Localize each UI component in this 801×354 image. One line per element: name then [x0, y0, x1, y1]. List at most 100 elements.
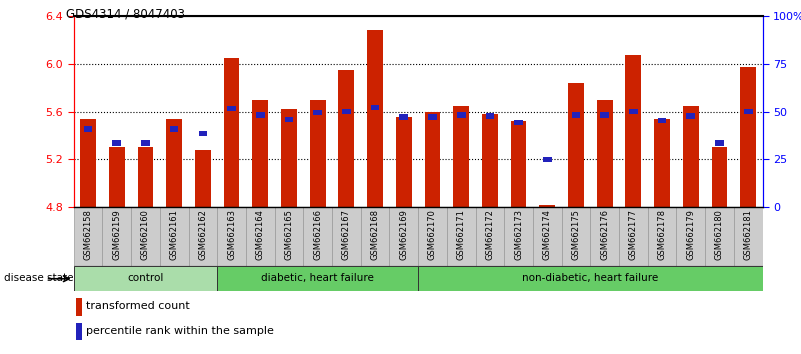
- Bar: [304, 207, 332, 266]
- Text: GSM662181: GSM662181: [743, 209, 753, 260]
- Bar: [744, 109, 753, 114]
- Text: transformed count: transformed count: [86, 301, 190, 312]
- Bar: [396, 118, 412, 207]
- Bar: [511, 121, 526, 207]
- Bar: [425, 112, 441, 207]
- Text: GSM662166: GSM662166: [313, 209, 322, 260]
- Text: control: control: [127, 273, 163, 283]
- Bar: [275, 207, 304, 266]
- Bar: [103, 207, 131, 266]
- Text: GSM662179: GSM662179: [686, 209, 695, 260]
- Text: GSM662175: GSM662175: [571, 209, 581, 260]
- Text: GSM662177: GSM662177: [629, 209, 638, 260]
- Bar: [131, 207, 160, 266]
- Bar: [310, 99, 325, 207]
- Bar: [539, 205, 555, 207]
- Bar: [476, 207, 505, 266]
- Bar: [482, 114, 497, 207]
- Bar: [332, 207, 360, 266]
- Bar: [568, 83, 584, 207]
- Bar: [562, 207, 590, 266]
- Bar: [715, 141, 724, 146]
- Bar: [371, 105, 380, 110]
- Text: GSM662165: GSM662165: [284, 209, 293, 260]
- Bar: [109, 147, 125, 207]
- Bar: [170, 126, 179, 132]
- Bar: [246, 207, 275, 266]
- Bar: [339, 70, 354, 207]
- Bar: [590, 207, 619, 266]
- Bar: [572, 112, 581, 118]
- Bar: [683, 105, 698, 207]
- Bar: [597, 99, 613, 207]
- Bar: [654, 119, 670, 207]
- Bar: [167, 119, 182, 207]
- Text: GSM662172: GSM662172: [485, 209, 494, 260]
- Bar: [389, 207, 418, 266]
- Text: GSM662163: GSM662163: [227, 209, 236, 260]
- Bar: [428, 114, 437, 120]
- Bar: [313, 110, 322, 115]
- Text: GDS4314 / 8047403: GDS4314 / 8047403: [66, 7, 185, 20]
- Bar: [281, 109, 297, 207]
- Bar: [217, 207, 246, 266]
- Text: GSM662168: GSM662168: [371, 209, 380, 260]
- Text: non-diabetic, heart failure: non-diabetic, heart failure: [522, 273, 658, 283]
- Text: GSM662174: GSM662174: [543, 209, 552, 260]
- Bar: [734, 207, 763, 266]
- Bar: [74, 266, 217, 291]
- Bar: [600, 112, 609, 118]
- Text: GSM662173: GSM662173: [514, 209, 523, 260]
- Bar: [418, 266, 763, 291]
- Bar: [447, 207, 476, 266]
- Bar: [112, 141, 121, 146]
- Text: GSM662160: GSM662160: [141, 209, 150, 260]
- Bar: [686, 113, 695, 119]
- Bar: [74, 207, 103, 266]
- Text: GSM662158: GSM662158: [83, 209, 93, 260]
- Bar: [705, 207, 734, 266]
- Bar: [514, 120, 523, 125]
- Bar: [360, 207, 389, 266]
- Bar: [543, 156, 552, 162]
- Bar: [457, 112, 465, 118]
- Bar: [453, 105, 469, 207]
- Text: GSM662169: GSM662169: [399, 209, 409, 260]
- Text: GSM662159: GSM662159: [112, 209, 121, 259]
- Bar: [217, 266, 418, 291]
- Bar: [619, 207, 648, 266]
- Bar: [629, 109, 638, 114]
- Bar: [626, 55, 642, 207]
- Bar: [159, 207, 188, 266]
- Bar: [658, 118, 666, 123]
- Bar: [485, 113, 494, 119]
- Bar: [188, 207, 217, 266]
- Bar: [195, 150, 211, 207]
- Text: GSM662178: GSM662178: [658, 209, 666, 260]
- Bar: [284, 116, 293, 122]
- Bar: [199, 131, 207, 136]
- Bar: [83, 126, 92, 132]
- Bar: [141, 141, 150, 146]
- Text: percentile rank within the sample: percentile rank within the sample: [86, 326, 274, 336]
- Text: GSM662167: GSM662167: [342, 209, 351, 260]
- Text: GSM662171: GSM662171: [457, 209, 465, 260]
- Bar: [367, 30, 383, 207]
- Text: GSM662180: GSM662180: [715, 209, 724, 260]
- Bar: [75, 298, 83, 316]
- Text: diabetic, heart failure: diabetic, heart failure: [261, 273, 374, 283]
- Bar: [711, 147, 727, 207]
- Bar: [223, 58, 239, 207]
- Text: disease state: disease state: [4, 273, 74, 283]
- Bar: [677, 207, 705, 266]
- Bar: [252, 99, 268, 207]
- Bar: [400, 114, 409, 120]
- Bar: [256, 113, 264, 118]
- Text: GSM662170: GSM662170: [428, 209, 437, 260]
- Bar: [342, 109, 351, 114]
- Bar: [505, 207, 533, 266]
- Bar: [75, 323, 83, 341]
- Bar: [418, 207, 447, 266]
- Bar: [740, 67, 756, 207]
- Bar: [138, 147, 153, 207]
